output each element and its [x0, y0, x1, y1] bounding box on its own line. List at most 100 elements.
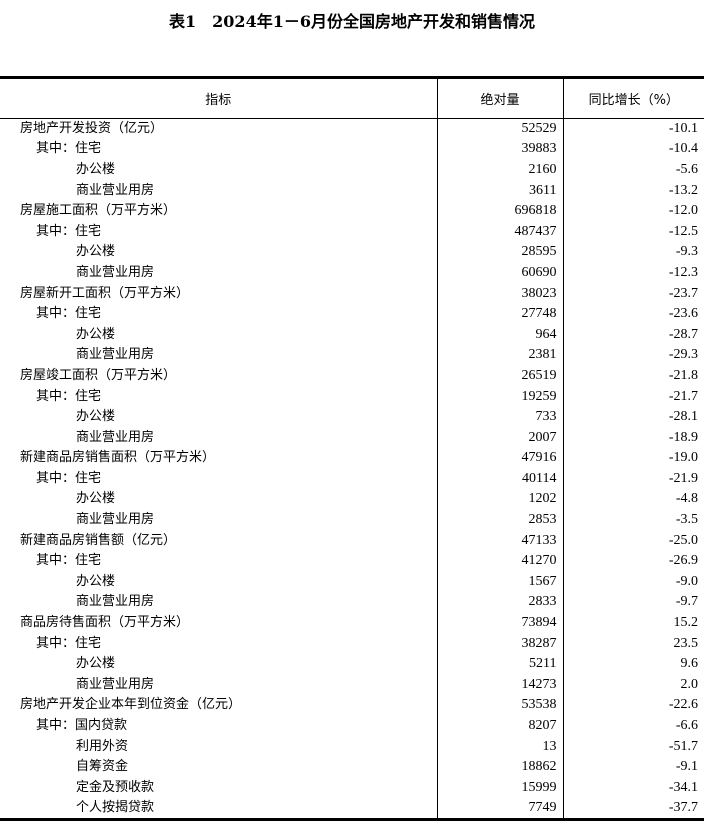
row-absolute-value: 38287	[436, 633, 564, 654]
real-estate-table: 指标 绝对量 同比增长（%） 房地产开发投资（亿元） 52529 -10.1 其中：住…	[0, 76, 704, 822]
row-absolute-value: 3611	[436, 180, 564, 201]
row-yoy-growth: -9.7	[675, 594, 698, 610]
row-absolute-value: 52529	[436, 118, 564, 140]
row-yoy-growth: -26.9	[668, 553, 698, 569]
row-absolute-value: 47916	[436, 448, 564, 469]
row-yoy-growth: -19.0	[668, 450, 698, 466]
row-absolute-value: 60690	[436, 262, 564, 284]
row-label: 商业营业用房	[76, 429, 155, 445]
row-yoy-growth: -51.7	[668, 738, 698, 754]
row-yoy-growth: -4.8	[675, 491, 698, 507]
row-absolute-value: 14273	[436, 674, 564, 696]
row-label: 定金及预收款	[76, 779, 155, 795]
row-label: 其中：住宅	[36, 635, 102, 651]
row-yoy-growth: -22.6	[668, 697, 698, 713]
row-absolute-value: 2007	[436, 427, 564, 448]
row-yoy-growth: -28.1	[668, 409, 698, 425]
table-row: 其中：住宅 41270 -26.9	[0, 550, 704, 572]
row-absolute-value: 26519	[436, 365, 564, 387]
row-absolute-value: 28595	[436, 242, 564, 263]
table-row: 房地产开发投资（亿元） 52529 -10.1	[0, 118, 704, 140]
row-yoy-growth: -5.6	[675, 161, 698, 177]
row-absolute-value: 2160	[436, 159, 564, 181]
row-absolute-value: 41270	[436, 550, 564, 572]
row-label: 商业营业用房	[76, 347, 155, 363]
table-row: 商业营业用房 2853 -3.5	[0, 509, 704, 531]
row-label: 办公楼	[76, 491, 116, 507]
row-label: 其中：国内贷款	[36, 718, 128, 734]
row-yoy-growth: -37.7	[563, 798, 704, 822]
table-row: 办公楼 5211 9.6	[0, 653, 704, 675]
row-absolute-value: 2853	[436, 509, 564, 531]
row-label: 商业营业用房	[76, 182, 155, 198]
row-label: 利用外资	[76, 738, 129, 754]
table-row: 房屋施工面积（万平方米） 696818 -12.0	[0, 200, 704, 222]
table-row: 定金及预收款 15999 -34.1	[0, 777, 704, 799]
row-yoy-growth: -10.1	[668, 121, 698, 137]
row-absolute-value: 487437	[436, 221, 564, 243]
row-absolute-value: 39883	[436, 139, 564, 160]
row-absolute-value: 733	[436, 406, 564, 428]
row-label: 商业营业用房	[76, 676, 155, 692]
row-absolute-value: 53538	[436, 695, 564, 716]
row-label: 新建商品房销售面积（万平方米）	[20, 450, 216, 466]
row-absolute-value: 38023	[436, 283, 564, 304]
row-absolute-value: 47133	[436, 530, 564, 551]
row-label: 办公楼	[76, 244, 116, 260]
table-title: 表1 2024年1－6月份全国房地产开发和销售情况	[169, 12, 535, 31]
row-yoy-growth: -23.6	[668, 306, 698, 322]
row-label: 商品房待售面积（万平方米）	[20, 615, 190, 631]
row-yoy-growth: -21.8	[668, 367, 698, 383]
row-absolute-value: 2833	[436, 592, 564, 613]
table-row: 商业营业用房 3611 -13.2	[0, 180, 704, 201]
table-row: 商业营业用房 2381 -29.3	[0, 345, 704, 366]
row-absolute-value: 1202	[436, 489, 564, 510]
row-label: 其中：住宅	[36, 223, 102, 239]
row-absolute-value: 7749	[436, 798, 564, 822]
row-label: 房地产开发企业本年到位资金（亿元）	[20, 697, 242, 713]
table-row: 个人按揭贷款 7749 -37.7	[0, 798, 704, 822]
header-row: 指标 绝对量 同比增长（%）	[0, 76, 704, 119]
row-yoy-growth: -12.5	[668, 223, 698, 239]
table-row: 办公楼 1202 -4.8	[0, 489, 704, 510]
table-row: 商业营业用房 14273 2.0	[0, 674, 704, 696]
table-row: 其中：住宅 38287 23.5	[0, 633, 704, 654]
table-row: 新建商品房销售面积（万平方米） 47916 -19.0	[0, 448, 704, 469]
row-yoy-growth: -25.0	[668, 532, 698, 548]
header-absolute: 绝对量	[436, 76, 564, 119]
row-absolute-value: 40114	[436, 468, 564, 490]
row-yoy-growth: -10.4	[668, 141, 698, 157]
row-label: 个人按揭贷款	[0, 798, 437, 822]
row-yoy-growth: -28.7	[668, 326, 698, 342]
row-label: 商业营业用房	[76, 264, 155, 280]
row-absolute-value: 19259	[436, 386, 564, 407]
row-label: 商业营业用房	[76, 512, 155, 528]
row-yoy-growth: -13.2	[668, 182, 698, 198]
table-row: 商业营业用房 2007 -18.9	[0, 427, 704, 448]
row-yoy-growth: -12.0	[668, 203, 698, 219]
row-label: 其中：住宅	[36, 388, 102, 404]
table-row: 办公楼 964 -28.7	[0, 324, 704, 346]
row-label: 房屋新开工面积（万平方米）	[20, 285, 190, 301]
table-row: 其中：住宅 19259 -21.7	[0, 386, 704, 407]
row-absolute-value: 1567	[436, 571, 564, 593]
table-row: 其中：国内贷款 8207 -6.6	[0, 715, 704, 737]
table-row: 房屋竣工面积（万平方米） 26519 -21.8	[0, 365, 704, 387]
table-row: 商品房待售面积（万平方米） 73894 15.2	[0, 612, 704, 634]
row-yoy-growth: 15.2	[673, 615, 699, 631]
row-label: 其中：住宅	[36, 553, 102, 569]
row-yoy-growth: -9.0	[675, 573, 698, 589]
table-row: 其中：住宅 39883 -10.4	[0, 139, 704, 160]
row-label: 办公楼	[76, 326, 116, 342]
row-yoy-growth: -6.6	[675, 718, 698, 734]
row-yoy-growth: -21.9	[668, 470, 698, 486]
header-yoy: 同比增长（%）	[563, 76, 704, 119]
table-row: 办公楼 2160 -5.6	[0, 159, 704, 181]
row-label: 办公楼	[76, 573, 116, 589]
row-yoy-growth: -18.9	[668, 429, 698, 445]
row-yoy-growth: -9.1	[675, 759, 698, 775]
row-yoy-growth: -3.5	[675, 512, 698, 528]
row-label: 商业营业用房	[76, 594, 155, 610]
row-label: 房屋施工面积（万平方米）	[20, 203, 177, 219]
row-absolute-value: 13	[436, 736, 564, 757]
